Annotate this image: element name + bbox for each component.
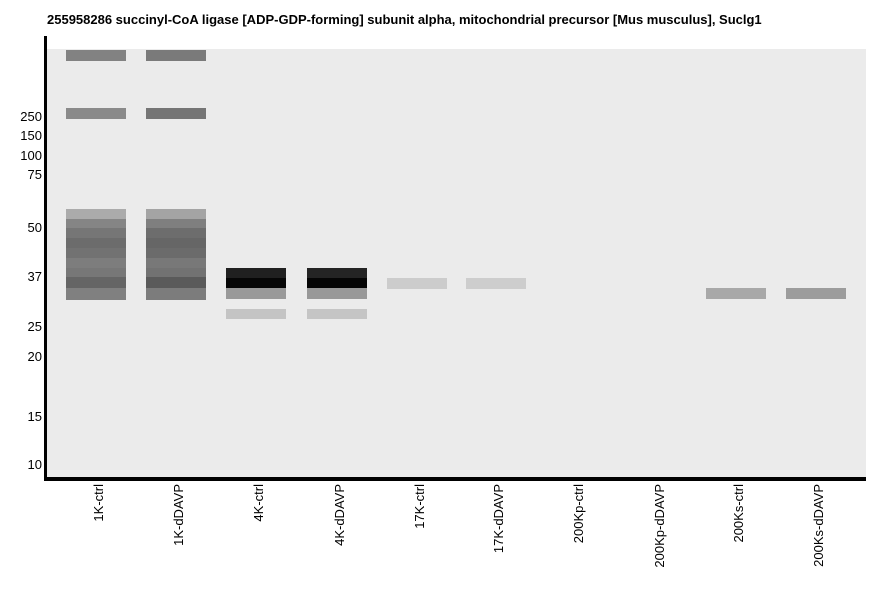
protein-band: [466, 278, 526, 289]
protein-band: [66, 277, 126, 288]
mw-tick-label: 250: [20, 109, 42, 124]
protein-band: [66, 219, 126, 228]
lane-label: 200Kp-dDAVP: [652, 484, 667, 568]
protein-band: [307, 309, 367, 319]
protein-band: [146, 228, 206, 238]
protein-band: [146, 288, 206, 300]
protein-band: [226, 288, 286, 299]
mw-tick-label: 100: [20, 148, 42, 163]
x-axis-line: [44, 477, 866, 481]
mw-tick-label: 25: [27, 319, 42, 334]
protein-band: [307, 278, 367, 288]
protein-band: [226, 268, 286, 278]
protein-band: [66, 268, 126, 277]
protein-band: [146, 238, 206, 248]
lane-label: 200Ks-ctrl: [731, 484, 746, 543]
lane-label: 1K-ctrl: [91, 484, 106, 522]
protein-band: [307, 268, 367, 278]
lane-label: 200Kp-ctrl: [571, 484, 586, 544]
mw-tick-label: 20: [27, 349, 42, 364]
protein-band: [146, 108, 206, 119]
protein-band: [146, 248, 206, 258]
protein-band: [146, 277, 206, 288]
lane-label: 4K-dDAVP: [332, 484, 347, 546]
protein-band: [706, 288, 766, 299]
protein-band: [387, 278, 447, 289]
protein-band: [146, 219, 206, 228]
mw-tick-label: 10: [27, 457, 42, 472]
protein-band: [66, 209, 126, 219]
y-axis-line: [44, 36, 47, 481]
figure-title: 255958286 succinyl-CoA ligase [ADP-GDP-f…: [47, 12, 762, 27]
protein-band: [146, 50, 206, 61]
lane-label: 1K-dDAVP: [171, 484, 186, 546]
protein-band: [226, 309, 286, 319]
protein-band: [146, 268, 206, 277]
mw-tick-label: 50: [27, 220, 42, 235]
protein-band: [66, 258, 126, 268]
lane-label: 4K-ctrl: [251, 484, 266, 522]
protein-band: [307, 288, 367, 299]
protein-band: [66, 248, 126, 258]
protein-band: [66, 228, 126, 238]
lane-label: 17K-dDAVP: [491, 484, 506, 554]
protein-band: [66, 238, 126, 248]
mw-tick-label: 75: [27, 167, 42, 182]
protein-band: [146, 209, 206, 219]
protein-band: [786, 288, 846, 299]
protein-band: [226, 278, 286, 288]
protein-band: [146, 258, 206, 268]
protein-band: [66, 108, 126, 119]
protein-band: [66, 288, 126, 300]
lane-label: 17K-ctrl: [412, 484, 427, 529]
mw-tick-label: 150: [20, 128, 42, 143]
lane-label: 200Ks-dDAVP: [811, 484, 826, 567]
protein-band: [66, 50, 126, 61]
mw-tick-label: 37: [27, 269, 42, 284]
mw-tick-label: 15: [27, 409, 42, 424]
